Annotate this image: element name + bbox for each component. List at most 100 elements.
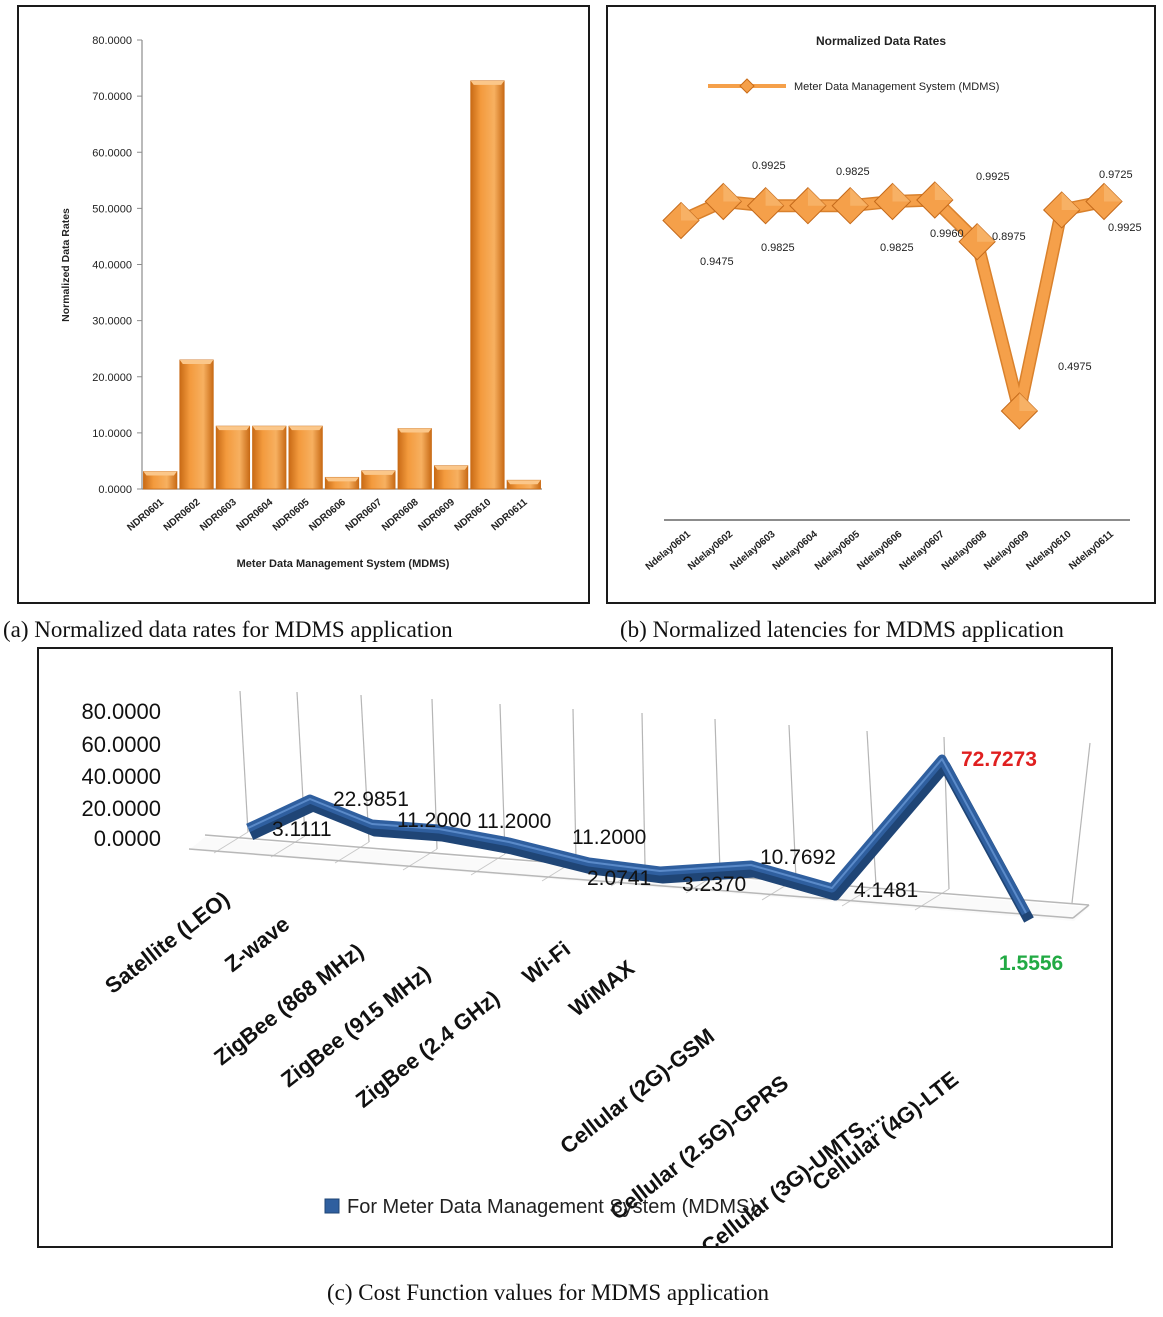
x-tick-label: NDR0603 [198, 497, 239, 534]
bar-top-bevel [252, 426, 286, 431]
x-tick-label: Ndelay0611 [1067, 529, 1116, 573]
x-tick-label: Wi-Fi [517, 936, 575, 989]
gridline-vertical [788, 724, 797, 880]
x-tick-label: Z-wave [220, 911, 294, 977]
floor-gridline [334, 841, 370, 864]
floor-right-edge [1072, 904, 1090, 919]
x-tick-label: Ndelay0604 [771, 529, 821, 573]
data-label: 22.9851 [333, 788, 409, 811]
data-label: 0.9925 [1108, 222, 1142, 234]
data-label: 3.1111 [272, 818, 332, 841]
y-tick-label: 20.0000 [81, 796, 161, 821]
data-point-highlight [807, 187, 826, 206]
ribbon-highlight [247, 758, 1027, 914]
y-tick-label: 80.0000 [81, 699, 161, 724]
data-point-highlight [681, 202, 699, 221]
bar-top-bevel [179, 359, 214, 364]
y-tick-label: 30.0000 [92, 316, 132, 328]
x-tick-label: Cellular (4G)-LTE [807, 1066, 963, 1195]
floor-gridline [270, 835, 306, 858]
x-tick-label: NDR0610 [453, 497, 494, 534]
x-tick-label: NDR0604 [234, 497, 275, 534]
caption-b: (b) Normalized latencies for MDMS applic… [620, 617, 1064, 642]
x-tick-label: Ndelay0602 [686, 529, 736, 573]
y-tick-label: 80.0000 [92, 35, 132, 47]
data-label: 4.1481 [854, 879, 918, 902]
gridline-vertical [641, 712, 646, 866]
data-label: 10.7692 [760, 846, 836, 869]
gridline-vertical [239, 690, 249, 833]
bar [215, 425, 251, 490]
bar-top-bevel [325, 477, 359, 482]
bar-top-bevel [434, 465, 468, 470]
x-tick-label: NDR0605 [271, 497, 312, 534]
x-tick-label: Ndelay0608 [940, 529, 990, 573]
legend-diamond-icon [739, 78, 755, 94]
y-axis-title: Normalized Data Rates [60, 208, 72, 322]
data-point-highlight [934, 182, 953, 200]
x-tick-label: NDR0602 [162, 497, 203, 534]
x-tick-label: Satellite (LEO) [100, 886, 234, 998]
data-point-highlight [723, 183, 742, 202]
data-point-highlight [977, 223, 996, 242]
data-label: 3.2370 [682, 873, 746, 896]
caption-a: (a) Normalized data rates for MDMS appli… [3, 617, 453, 642]
data-label: 11.2000 [397, 809, 471, 832]
bar-top-bevel [288, 426, 323, 431]
bar [179, 359, 214, 490]
y-tick-label: 0.0000 [98, 484, 132, 496]
data-label: 1.5556 [999, 952, 1063, 975]
gridline-vertical [714, 718, 721, 873]
x-tick-label: NDR0609 [416, 497, 457, 534]
bar [252, 425, 287, 490]
data-point-highlight [850, 187, 869, 206]
gridline-vertical [1071, 742, 1091, 904]
bar [470, 80, 505, 490]
data-label: 0.9960 [930, 228, 964, 240]
y-tick-label: 50.0000 [92, 203, 132, 215]
bar-top-bevel [361, 470, 396, 475]
x-tick-label: Ndelay0609 [982, 529, 1032, 573]
chart-c-svg: 0.0000 20.0000 40.0000 60.0000 80.0000 3.1111… [81, 690, 1091, 1246]
data-label: 0.9825 [761, 242, 795, 254]
y-tick-label: 70.0000 [92, 91, 132, 103]
data-point-highlight [1104, 183, 1122, 202]
y-tick-label: 60.0000 [92, 147, 132, 159]
data-point-highlight [892, 183, 911, 202]
y-tick-label: 20.0000 [92, 372, 132, 384]
x-tick-label: Ndelay0603 [728, 529, 778, 573]
legend-label: For Meter Data Management System (MDMS) [347, 1196, 756, 1218]
data-label: 0.9725 [1099, 169, 1133, 181]
bar-top-bevel [470, 80, 505, 85]
bar-top-bevel [143, 471, 177, 476]
floor-front-edge [188, 848, 1074, 919]
y-tick-label: 0.0000 [94, 826, 161, 851]
chart-title: Normalized Data Rates [816, 34, 946, 48]
data-point-highlight [1061, 191, 1080, 210]
y-tick-label: 40.0000 [81, 764, 161, 789]
gridline-vertical [431, 698, 438, 850]
data-label: 0.4975 [1058, 361, 1092, 373]
bar-top-bevel [507, 480, 541, 485]
chart-b-svg: Normalized Data Rates Meter Data Manageme… [644, 34, 1142, 573]
panel-a-data-rates-chart: 0.0000 10.0000 20.0000 30.0000 40.0000 50.000… [17, 5, 590, 604]
data-label: 0.9925 [976, 171, 1010, 183]
x-tick-label: Ndelay0607 [897, 529, 947, 573]
floor-gridline [841, 884, 877, 907]
x-tick-label: Ndelay0606 [855, 529, 905, 573]
bar-top-bevel [398, 428, 432, 433]
caption-c: (c) Cost Function values for MDMS applic… [327, 1280, 770, 1305]
data-label: 2.0741 [587, 867, 651, 890]
legend-label: Meter Data Management System (MDMS) [794, 81, 999, 93]
x-tick-label: Ndelay0610 [1024, 529, 1074, 573]
gridline-vertical [572, 708, 577, 861]
data-label: 0.9825 [880, 242, 914, 254]
x-tick-label: NDR0611 [489, 497, 530, 534]
data-label: 0.8975 [992, 231, 1026, 243]
data-point-highlight [765, 187, 784, 206]
series-line [676, 195, 1109, 416]
x-tick-label: NDR0601 [125, 497, 166, 534]
x-tick-label: WiMAX [564, 955, 639, 1021]
data-label: 11.2000 [477, 810, 551, 833]
data-label: 0.9475 [700, 256, 734, 268]
